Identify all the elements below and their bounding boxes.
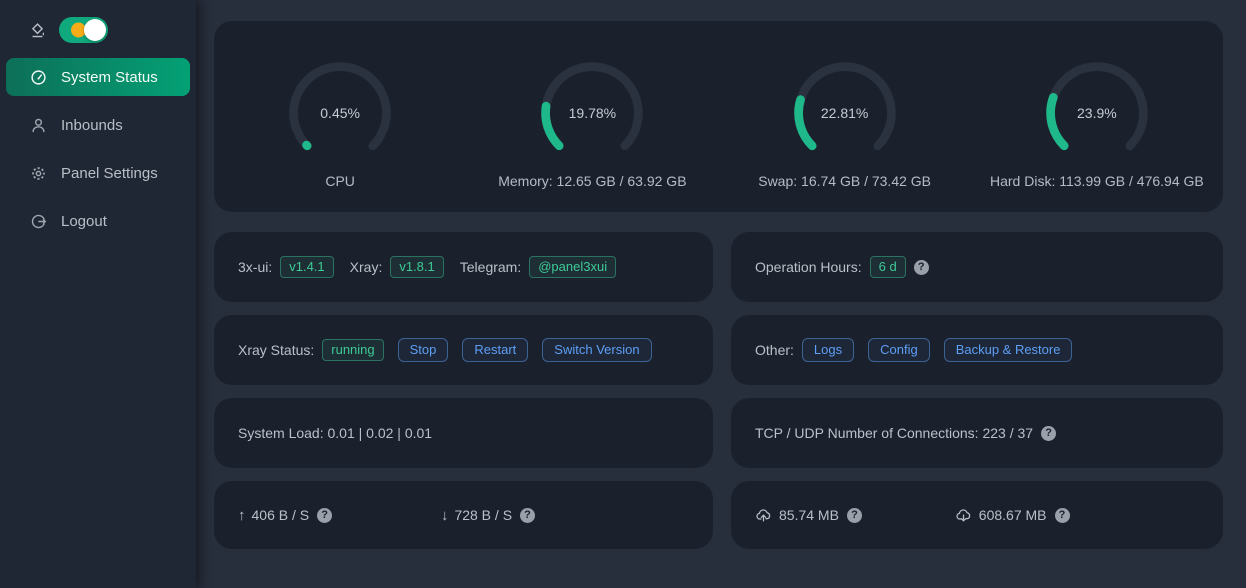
xui-version-tag: v1.4.1 <box>280 256 334 278</box>
memory-gauge: 19.78% Memory: 12.65 GB / 63.92 GB <box>466 21 718 212</box>
total-received: 608.67 MB ? <box>955 507 1155 524</box>
resource-gauges-card: 0.45% CPU 19.78% Memory: 12.65 GB / 63.9… <box>214 21 1223 212</box>
help-icon[interactable]: ? <box>317 507 333 523</box>
sidebar-item-label: Panel Settings <box>61 164 158 182</box>
total-received-value: 608.67 MB <box>978 507 1047 523</box>
system-load-text: System Load: 0.01 | 0.02 | 0.01 <box>238 425 433 441</box>
versions-card: 3x-ui: v1.4.1 Xray: v1.8.1 Telegram: @pa… <box>214 232 713 302</box>
connections-text: TCP / UDP Number of Connections: 223 / 3… <box>755 425 1034 441</box>
gauge-percent: 0.45% <box>320 104 360 121</box>
xray-status-card: Xray Status: running Stop Restart Switch… <box>214 315 713 385</box>
network-speed-card: ↑ 406 B / S ? ↓ 728 B / S ? <box>214 481 713 549</box>
upload-arrow-icon: ↑ <box>238 506 246 524</box>
cloud-upload-icon <box>755 507 772 524</box>
sidebar-item-panel-settings[interactable]: Panel Settings <box>6 154 190 192</box>
xray-version-tag: v1.8.1 <box>390 256 444 278</box>
hard-disk-gauge: 23.9% Hard Disk: 113.99 GB / 476.94 GB <box>971 21 1223 212</box>
restart-button[interactable]: Restart <box>462 338 529 362</box>
gear-icon <box>30 165 47 182</box>
help-icon[interactable]: ? <box>846 507 862 523</box>
sidebar-item-label: Inbounds <box>61 116 123 134</box>
cloud-download-icon <box>955 507 972 524</box>
other-label: Other: <box>755 342 794 358</box>
gauge-percent: 22.81% <box>820 104 869 121</box>
help-icon[interactable]: ? <box>1054 507 1070 523</box>
config-button[interactable]: Config <box>868 338 930 362</box>
theme-colors-icon <box>29 22 46 39</box>
gauge-progress <box>1046 61 1148 150</box>
sidebar-menu: System Status Inbounds Panel Settings <box>0 58 196 240</box>
user-icon <box>30 117 47 134</box>
main-content: 0.45% CPU 19.78% Memory: 12.65 GB / 63.9… <box>196 0 1246 549</box>
other-actions-card: Other: Logs Config Backup & Restore <box>731 315 1223 385</box>
backup-restore-button[interactable]: Backup & Restore <box>943 338 1073 362</box>
gauge-label: Hard Disk: 113.99 GB / 476.94 GB <box>990 172 1204 189</box>
telegram-label: Telegram: <box>459 259 522 275</box>
sidebar-item-system-status[interactable]: System Status <box>6 58 190 96</box>
stop-button[interactable]: Stop <box>397 338 449 362</box>
download-arrow-icon: ↓ <box>440 506 449 524</box>
xray-status-label: Xray Status: <box>238 342 315 358</box>
sidebar-item-label: System Status <box>61 68 158 86</box>
help-icon[interactable]: ? <box>1041 425 1057 441</box>
system-load-card: System Load: 0.01 | 0.02 | 0.01 <box>214 398 713 468</box>
operation-hours-label: Operation Hours: <box>755 259 862 275</box>
connections-card: TCP / UDP Number of Connections: 223 / 3… <box>731 398 1223 468</box>
upload-speed-value: 406 B / S <box>251 507 310 523</box>
download-speed: ↓ 728 B / S ? <box>441 507 644 524</box>
network-total-card: 85.74 MB ? 608.67 MB ? <box>731 481 1223 549</box>
help-icon[interactable]: ? <box>913 259 929 275</box>
switch-version-button[interactable]: Switch Version <box>542 338 652 362</box>
gauge-label: CPU <box>325 172 355 189</box>
operation-hours-tag: 6 d <box>869 256 906 278</box>
gauge-percent: 19.78% <box>568 104 617 121</box>
sun-icon <box>71 22 86 38</box>
total-sent: 85.74 MB ? <box>755 507 955 524</box>
theme-toggle-row <box>0 17 196 43</box>
xray-status-tag: running <box>322 339 384 361</box>
sidebar: System Status Inbounds Panel Settings <box>0 0 196 588</box>
swap-gauge: 22.81% Swap: 16.74 GB / 73.42 GB <box>719 21 971 212</box>
dark-mode-toggle[interactable] <box>59 17 108 43</box>
total-sent-value: 85.74 MB <box>779 507 839 523</box>
gauge-progress <box>793 61 896 150</box>
logout-icon <box>30 213 47 230</box>
cpu-gauge: 0.45% CPU <box>214 21 466 212</box>
sidebar-item-logout[interactable]: Logout <box>6 202 190 240</box>
upload-speed: ↑ 406 B / S ? <box>238 507 441 524</box>
toggle-knob <box>84 19 106 41</box>
gauge-label: Memory: 12.65 GB / 63.92 GB <box>498 172 687 189</box>
info-cards-grid: 3x-ui: v1.4.1 Xray: v1.8.1 Telegram: @pa… <box>214 232 1223 549</box>
gauge-progress <box>541 61 644 150</box>
sidebar-item-label: Logout <box>61 212 107 230</box>
xui-version-label: 3x-ui: <box>238 259 273 275</box>
xray-version-label: Xray: <box>349 259 383 275</box>
gauge-track <box>289 61 391 150</box>
logs-button[interactable]: Logs <box>801 338 855 362</box>
sidebar-item-inbounds[interactable]: Inbounds <box>6 106 190 144</box>
gauge-percent: 23.9% <box>1077 104 1117 121</box>
telegram-tag[interactable]: @panel3xui <box>529 256 617 278</box>
download-speed-value: 728 B / S <box>454 507 513 523</box>
operation-hours-card: Operation Hours: 6 d ? <box>731 232 1223 302</box>
dashboard-icon <box>30 69 47 86</box>
gauge-label: Swap: 16.74 GB / 73.42 GB <box>758 172 932 189</box>
help-icon[interactable]: ? <box>520 507 536 523</box>
